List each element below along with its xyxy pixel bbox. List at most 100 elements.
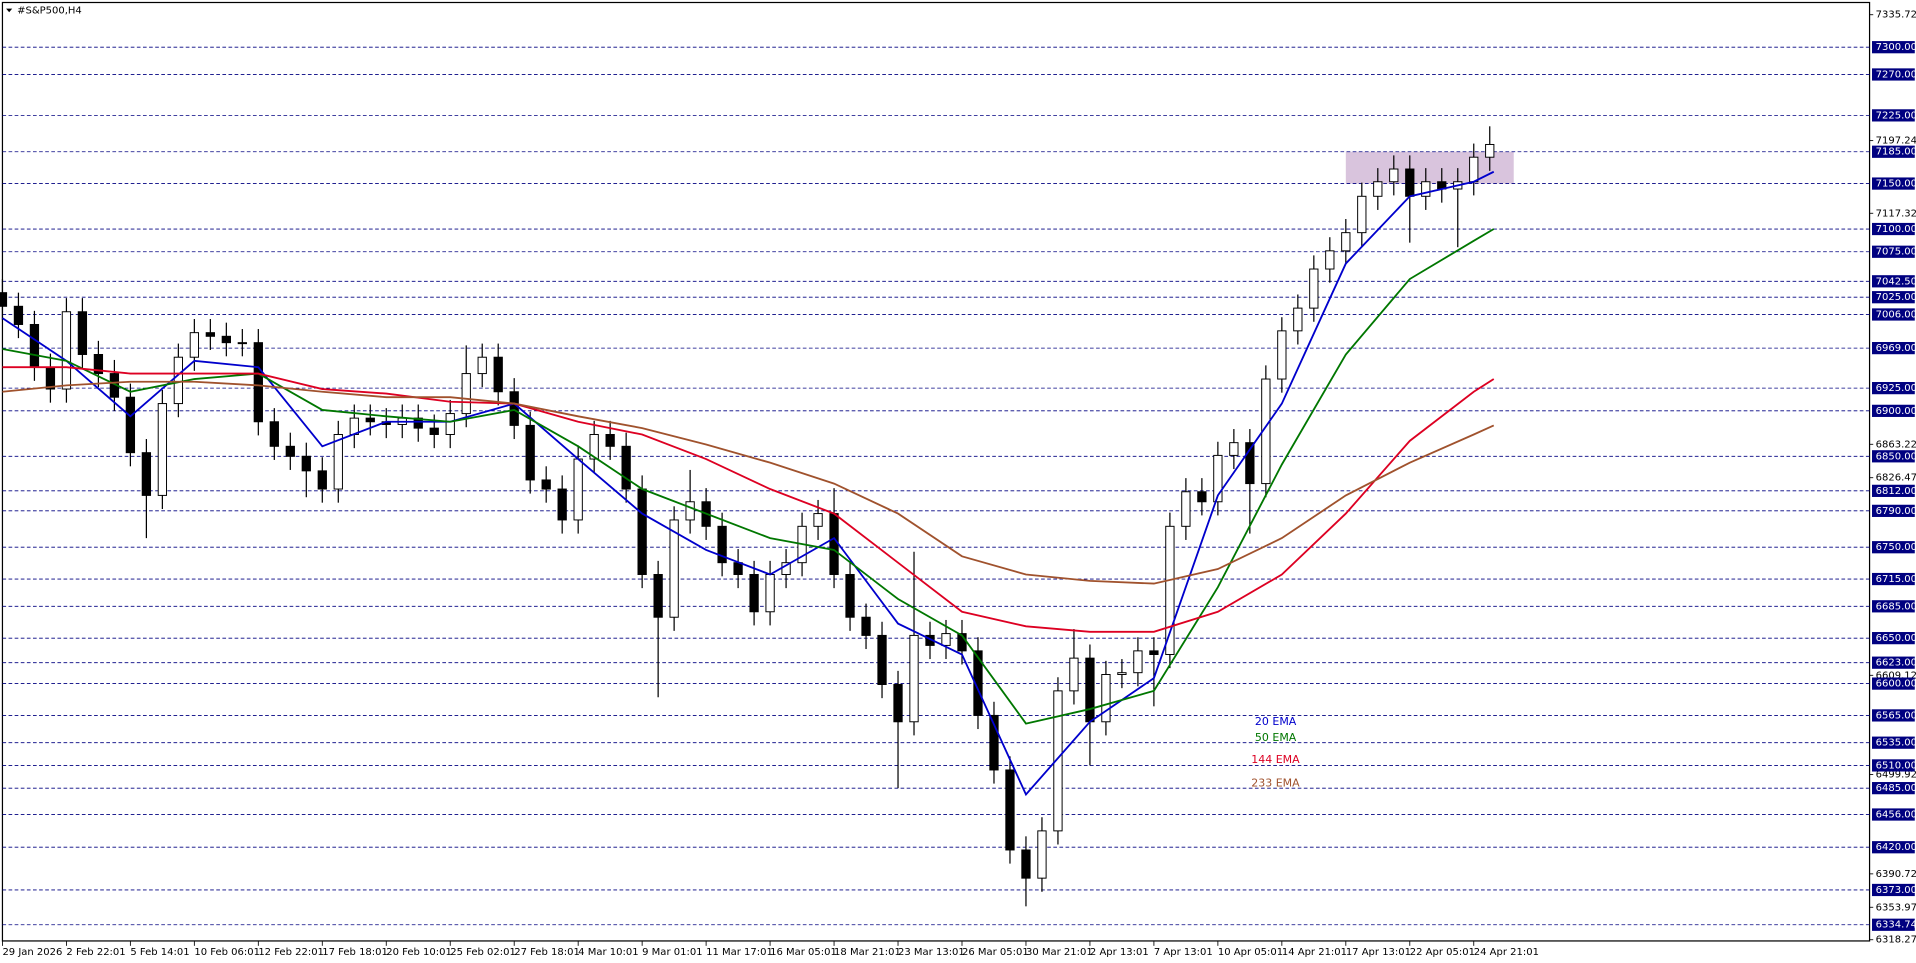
candle-body xyxy=(733,562,743,575)
level-label-bg xyxy=(1872,177,1915,190)
candle-body xyxy=(1485,143,1495,158)
candle-body xyxy=(461,373,471,415)
level-label-bg xyxy=(1872,68,1915,81)
y-tick-label: 7197.24 xyxy=(1876,136,1916,147)
candle-body xyxy=(189,332,199,358)
level-label: 6420.00 xyxy=(1876,842,1916,853)
level-label: 6373.00 xyxy=(1876,885,1916,896)
x-tick-label: 30 Mar 21:01 xyxy=(1026,947,1093,958)
level-label-bg xyxy=(1872,808,1915,821)
candle-body xyxy=(77,311,88,355)
level-label: 6812.00 xyxy=(1876,486,1916,497)
level-label: 6850.00 xyxy=(1876,451,1916,462)
x-tick-label: 2 Feb 22:01 xyxy=(66,947,125,958)
candle-body xyxy=(1133,650,1143,674)
candle-body xyxy=(333,434,343,490)
x-tick-label: 23 Mar 13:01 xyxy=(898,947,965,958)
level-label: 6969.00 xyxy=(1876,343,1916,354)
candle-body xyxy=(141,452,152,496)
candle-body xyxy=(1421,181,1431,197)
candle-body xyxy=(813,513,823,527)
level-label: 6790.00 xyxy=(1876,506,1916,517)
candle-body xyxy=(157,403,168,496)
level-label: 7300.00 xyxy=(1876,42,1916,53)
candle-body xyxy=(29,323,40,368)
y-tick-label: 6353.97 xyxy=(1876,902,1916,913)
level-label-bg xyxy=(1872,275,1915,288)
y-tick-label: 7335.72 xyxy=(1876,10,1916,21)
y-tick-label: 6318.27 xyxy=(1876,935,1916,946)
candle-body xyxy=(909,634,919,723)
candle-body xyxy=(61,311,72,390)
candle-body xyxy=(301,455,311,472)
candle-body xyxy=(1053,690,1063,832)
x-tick-label: 10 Apr 05:01 xyxy=(1218,947,1283,958)
level-label: 6485.00 xyxy=(1876,783,1916,794)
x-tick-label: 11 Mar 17:01 xyxy=(706,947,773,958)
level-label-bg xyxy=(1872,450,1915,463)
candle-body xyxy=(237,342,247,345)
x-tick-label: 29 Jan 2026 xyxy=(2,947,62,958)
candle-body xyxy=(1101,674,1111,723)
candle-body xyxy=(1197,491,1207,503)
level-label: 6600.00 xyxy=(1876,679,1916,690)
candle-body xyxy=(1277,330,1287,380)
level-label-bg xyxy=(1872,632,1915,645)
level-label-bg xyxy=(1872,572,1915,586)
x-tick-label: 24 Apr 21:01 xyxy=(1474,947,1539,958)
candle-body xyxy=(605,434,615,447)
y-tick-label: 6390.72 xyxy=(1876,869,1916,880)
ema-label: 233 EMA xyxy=(1251,776,1300,789)
candle-body xyxy=(1341,232,1351,252)
candle-body xyxy=(717,525,727,564)
candle-body xyxy=(0,292,8,307)
candle-body xyxy=(1325,250,1335,270)
level-label: 6510.00 xyxy=(1876,760,1916,771)
x-tick-label: 26 Mar 05:01 xyxy=(962,947,1029,958)
x-tick-label: 14 Apr 21:01 xyxy=(1282,947,1347,958)
candle-body xyxy=(1005,769,1015,851)
candle-body xyxy=(893,684,903,723)
level-label: 7006.00 xyxy=(1876,309,1916,320)
level-label-bg xyxy=(1872,382,1915,395)
level-label: 6565.00 xyxy=(1876,710,1916,721)
candle-body xyxy=(541,479,551,490)
level-label-bg xyxy=(1872,600,1915,613)
level-label: 7270.00 xyxy=(1876,69,1916,80)
level-label-bg xyxy=(1872,145,1915,158)
y-tick-label: 6609.12 xyxy=(1876,670,1916,681)
level-label: 7025.00 xyxy=(1876,292,1916,303)
candle-body xyxy=(621,445,631,490)
level-label-bg xyxy=(1872,291,1915,304)
x-tick-label: 5 Feb 14:01 xyxy=(130,947,189,958)
y-tick-label: 6863.22 xyxy=(1876,439,1916,450)
candle-body xyxy=(253,342,263,423)
candle-body xyxy=(989,714,999,771)
level-label: 6925.00 xyxy=(1876,383,1916,394)
candle-body xyxy=(1085,657,1095,723)
level-label-bg xyxy=(1872,504,1915,517)
level-label: 6685.00 xyxy=(1876,601,1916,612)
level-label-bg xyxy=(1872,677,1915,690)
menu-arrow[interactable] xyxy=(6,8,13,13)
level-label-bg xyxy=(1872,404,1915,417)
chart-title: #S&P500,H4 xyxy=(17,5,82,16)
candle-body xyxy=(573,458,583,521)
level-label: 7042.50 xyxy=(1876,276,1916,287)
level-label-bg xyxy=(1872,656,1915,669)
level-label: 6456.00 xyxy=(1876,810,1916,821)
candle-body xyxy=(637,488,647,575)
x-tick-label: 27 Feb 18:01 xyxy=(514,947,580,958)
plot-frame xyxy=(1,1,1871,942)
candle-body xyxy=(509,391,519,426)
level-label-bg xyxy=(1872,41,1915,54)
x-tick-label: 18 Mar 21:01 xyxy=(834,947,901,958)
x-tick-label: 4 Mar 10:01 xyxy=(578,947,638,958)
y-tick-label: 6826.47 xyxy=(1876,473,1916,484)
ema-label: 20 EMA xyxy=(1255,715,1297,728)
level-label: 7185.00 xyxy=(1876,147,1916,158)
ema-line xyxy=(2,380,1495,585)
candle-body xyxy=(1357,195,1367,234)
